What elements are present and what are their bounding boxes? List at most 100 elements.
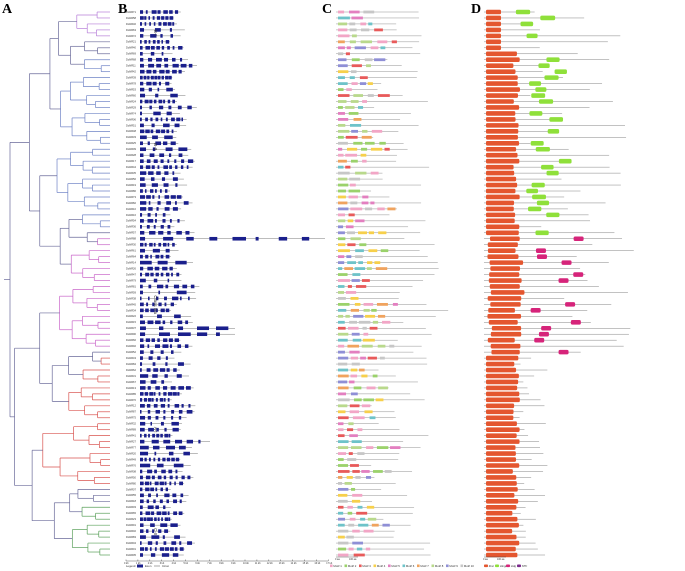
zinc-domain [486, 230, 519, 236]
exon-block [145, 511, 151, 516]
motif-block [338, 189, 346, 193]
motif-block [345, 225, 354, 229]
motif-block [374, 261, 381, 265]
gene-label-b: DoNR66 [126, 338, 137, 342]
motif-block [349, 40, 356, 44]
exon-block [149, 22, 151, 26]
exon-block [149, 392, 154, 396]
c-legend-label: Motif 6 [406, 564, 415, 568]
exon-block [154, 266, 160, 271]
motif-block [338, 440, 349, 444]
motif-block [350, 297, 359, 300]
motif-block [351, 440, 362, 444]
exon-block [161, 380, 165, 384]
motif-block [364, 58, 373, 62]
gene-label-b: DoNR84 [126, 362, 137, 366]
exon-block [146, 69, 152, 74]
d-legend-label: Zinc [489, 564, 495, 568]
motif-block [348, 195, 358, 199]
gene-label-b: DoNR18 [126, 499, 137, 503]
motif-block [361, 201, 369, 205]
exon-block [178, 409, 183, 414]
exon-block [150, 308, 155, 313]
exon-block [140, 213, 143, 217]
exon-block [144, 99, 149, 104]
exon-block [140, 236, 146, 241]
exon-block [140, 69, 145, 74]
gene-label-b: DoNR75 [126, 416, 137, 420]
exon-block [146, 404, 151, 408]
exon-block [153, 225, 156, 229]
exon-block [159, 69, 165, 74]
exon-block [174, 481, 176, 486]
motif-block [377, 94, 390, 97]
exon-block [165, 308, 170, 313]
d-legend-swatch [495, 564, 499, 568]
exon-block [166, 87, 173, 92]
gene-label-b: DoNR29 [126, 105, 137, 109]
exon-block [145, 117, 148, 122]
zinc-domain [486, 176, 517, 182]
exon-block [163, 10, 168, 14]
exon-block [174, 404, 180, 408]
motif-block [350, 159, 358, 163]
motif-block [338, 40, 345, 44]
exon-block [172, 207, 178, 211]
exon-block [157, 260, 168, 265]
motif-block [338, 338, 348, 342]
exon-block [140, 81, 144, 86]
exon-block [170, 523, 178, 527]
exon-block [165, 254, 170, 259]
motif-block [346, 255, 352, 259]
exon-block [149, 153, 155, 158]
motif-block [338, 320, 345, 324]
hdg-domain [573, 236, 584, 242]
exon-block [160, 433, 163, 438]
motif-block [352, 338, 362, 342]
group-label: A-I [153, 427, 158, 433]
exon-block [165, 362, 168, 366]
exon-block [172, 553, 179, 557]
exon-block [175, 469, 178, 474]
exon-block [165, 147, 173, 152]
exon-block [165, 189, 168, 193]
motif-block [338, 183, 349, 187]
exon-block [169, 165, 172, 169]
motif-block [362, 100, 368, 103]
hinge-domain [546, 57, 560, 63]
motif-block [338, 225, 344, 229]
motif-block [338, 529, 349, 533]
motif-block [338, 153, 344, 157]
exon-block [172, 57, 176, 62]
exon-block [140, 10, 144, 14]
gene-label-b: DoNR51 [126, 123, 137, 127]
gene-label-b: DoNR63 [126, 28, 137, 32]
gene-label-b: DoNR39 [126, 76, 137, 80]
motif-block [338, 362, 348, 366]
exon-block [146, 159, 151, 163]
exon-block [178, 511, 183, 516]
exon-block [171, 457, 175, 462]
exon-block [187, 159, 194, 163]
exon-block [169, 28, 172, 32]
c-legend-label: Motif 3 [362, 564, 371, 568]
motif-block [361, 279, 370, 282]
exon-block [167, 392, 173, 396]
exon-block [140, 517, 143, 521]
exon-block [140, 493, 144, 498]
motif-block [356, 547, 363, 551]
motif-block [365, 547, 371, 551]
zinc-domain [486, 123, 519, 128]
exon-block [152, 40, 156, 44]
exon-block [152, 248, 160, 253]
exon-block [157, 40, 160, 44]
exon-block [167, 46, 170, 50]
motif-block [338, 243, 346, 247]
c-legend-label: Motif 4 [377, 564, 386, 568]
motif-block [338, 231, 345, 235]
motif-block [338, 547, 347, 551]
hdg-domain [541, 325, 552, 331]
exon-block [140, 141, 143, 146]
zinc-domain [486, 427, 520, 432]
